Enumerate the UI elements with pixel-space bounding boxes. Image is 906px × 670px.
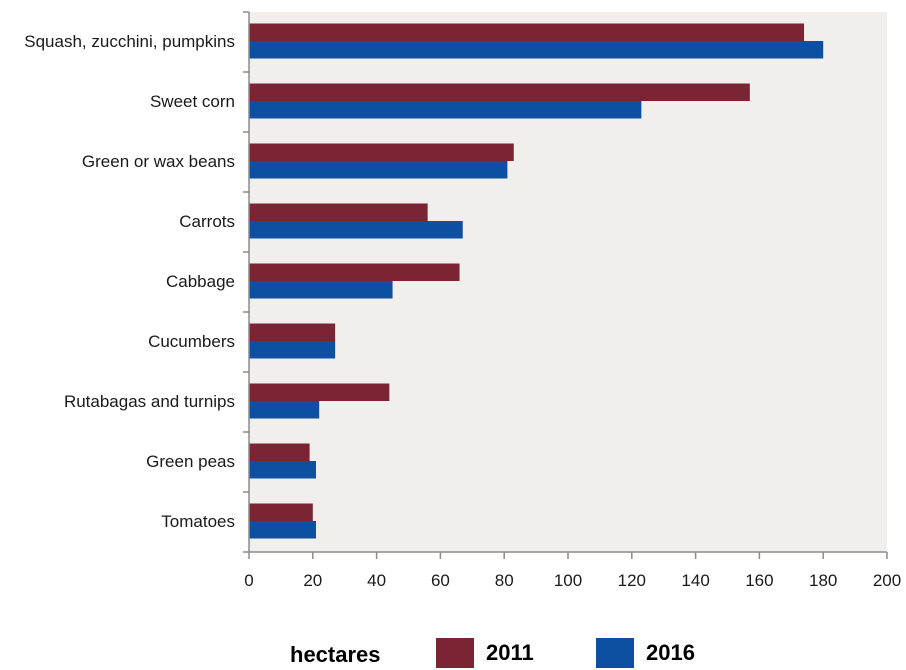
x-tick-label: 120 bbox=[618, 571, 646, 590]
bar-2016-0 bbox=[249, 41, 824, 59]
y-axis-ticks bbox=[243, 11, 249, 553]
legend-swatch-2016 bbox=[596, 638, 634, 668]
bar-2016-2 bbox=[249, 161, 508, 179]
x-axis-unit-label: hectares bbox=[290, 642, 381, 667]
x-axis-ticks: 0 20 40 60 80 100 120 140 160 180 200 bbox=[244, 552, 901, 590]
bar-2011-7 bbox=[249, 443, 310, 461]
x-tick-label: 20 bbox=[303, 571, 322, 590]
bar-2011-3 bbox=[249, 203, 428, 221]
bar-2011-5 bbox=[249, 323, 336, 341]
bar-2016-8 bbox=[249, 521, 316, 539]
x-tick-label: 60 bbox=[431, 571, 450, 590]
bar-2016-3 bbox=[249, 221, 463, 239]
bar-chart: Squash, zucchini, pumpkins Sweet corn Gree… bbox=[24, 11, 901, 590]
x-tick-label: 160 bbox=[745, 571, 773, 590]
bar-2016-1 bbox=[249, 101, 642, 119]
category-labels: Squash, zucchini, pumpkins Sweet corn Gree… bbox=[24, 32, 235, 531]
bar-2011-2 bbox=[249, 143, 514, 161]
bar-2016-5 bbox=[249, 341, 336, 359]
bar-2016-6 bbox=[249, 401, 320, 419]
x-tick-label: 100 bbox=[554, 571, 582, 590]
bars-group bbox=[249, 23, 824, 539]
legend-swatch-2011 bbox=[436, 638, 474, 668]
category-label: Sweet corn bbox=[150, 92, 235, 111]
x-tick-label: 140 bbox=[681, 571, 709, 590]
bar-2016-4 bbox=[249, 281, 393, 299]
category-label: Green peas bbox=[146, 452, 235, 471]
bar-2016-7 bbox=[249, 461, 316, 479]
bar-2011-8 bbox=[249, 503, 313, 521]
legend-item-2016: 2016 bbox=[596, 638, 695, 668]
x-tick-label: 80 bbox=[495, 571, 514, 590]
bar-2011-6 bbox=[249, 383, 390, 401]
category-label: Carrots bbox=[179, 212, 235, 231]
bar-2011-4 bbox=[249, 263, 460, 281]
legend-label-2016: 2016 bbox=[646, 640, 695, 665]
bar-2011-1 bbox=[249, 83, 750, 101]
bar-2011-0 bbox=[249, 23, 805, 41]
category-label: Cucumbers bbox=[148, 332, 235, 351]
category-label: Cabbage bbox=[166, 272, 235, 291]
legend-label-2011: 2011 bbox=[486, 640, 534, 665]
category-label: Rutabagas and turnips bbox=[64, 392, 235, 411]
legend: hectares 2011 2016 bbox=[0, 636, 906, 670]
x-tick-label: 0 bbox=[244, 571, 253, 590]
x-tick-label: 40 bbox=[367, 571, 386, 590]
legend-item-2011: 2011 bbox=[436, 638, 534, 668]
category-label: Green or wax beans bbox=[82, 152, 235, 171]
category-label: Tomatoes bbox=[161, 512, 235, 531]
x-tick-label: 200 bbox=[873, 571, 901, 590]
category-label: Squash, zucchini, pumpkins bbox=[24, 32, 235, 51]
x-tick-label: 180 bbox=[809, 571, 837, 590]
